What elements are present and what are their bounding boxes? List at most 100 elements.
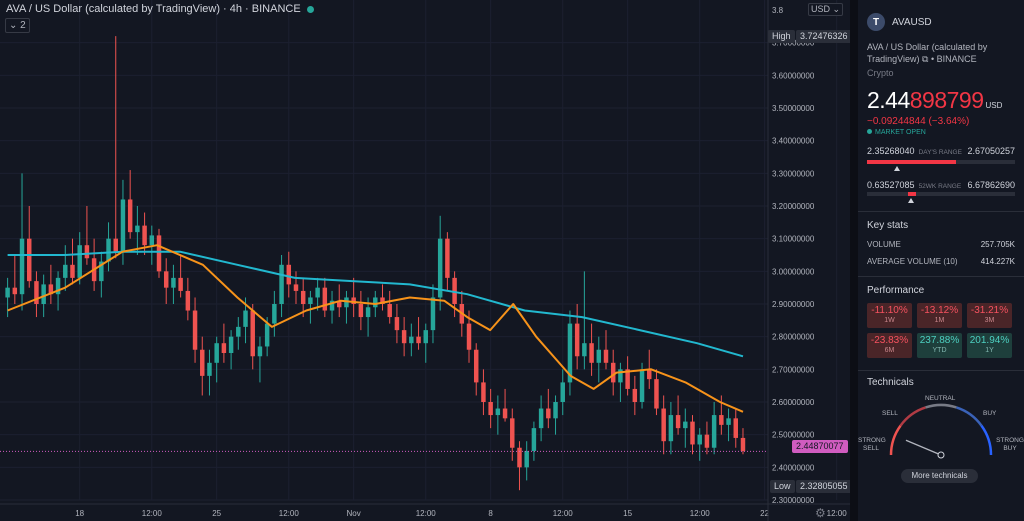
gauge-neutral-label: NEUTRAL <box>925 395 956 402</box>
candle-body <box>48 284 54 295</box>
gauge-sell-label: SELL <box>882 410 898 417</box>
candle-body <box>113 238 118 252</box>
price-tail: 898799 <box>909 87 984 113</box>
candle-body <box>41 284 46 304</box>
ma-slow-line <box>7 250 744 358</box>
candle-body <box>308 297 313 304</box>
y-tick-label: 2.90000000 <box>772 300 815 309</box>
candle-body <box>34 281 39 304</box>
performance-cell-6m: -23.83% 6M <box>867 333 912 358</box>
x-tick-label: Nov <box>347 509 361 518</box>
candle-body <box>524 451 529 468</box>
candle-body <box>142 225 147 246</box>
candle-body <box>214 343 219 363</box>
symbol-description-text[interactable]: AVA / US Dollar (calculated by TradingVi… <box>867 42 988 64</box>
candle-body <box>315 287 320 298</box>
candle-body <box>106 238 111 262</box>
candle-body <box>293 284 299 291</box>
low-value: 2.32805055 <box>800 481 848 491</box>
performance-cell-1m: -13.12% 1M <box>917 303 962 328</box>
candle-body <box>675 415 681 429</box>
x-tick-label: 12:00 <box>553 509 574 518</box>
performance-cell-1w: -11.10% 1W <box>867 303 912 328</box>
more-technicals-button[interactable]: More technicals <box>901 469 978 483</box>
x-tick-label: 8 <box>488 509 493 518</box>
day-range-bar <box>867 160 1015 164</box>
y-tick-label: 3.00000000 <box>772 267 815 276</box>
candle-body <box>401 330 407 344</box>
performance-value: -23.83% <box>870 335 909 346</box>
currency-label: USD <box>811 4 831 14</box>
gauge-pivot <box>937 451 945 459</box>
x-tick-label: 18 <box>75 509 84 518</box>
x-tick-label: 12:00 <box>142 509 163 518</box>
technicals-gauge[interactable] <box>858 393 1024 473</box>
candle-body <box>178 277 183 291</box>
candle-body <box>495 408 501 416</box>
candle-body <box>683 421 688 429</box>
high-value: 3.72476326 <box>800 31 848 41</box>
candle-body <box>185 290 191 311</box>
candle-body <box>510 418 515 448</box>
gauge-strong-buy-label: STRONG BUY <box>996 437 1024 452</box>
candle-body <box>279 264 284 304</box>
candle-body <box>365 307 371 318</box>
candle-body <box>228 336 234 353</box>
candle-body <box>264 323 270 347</box>
candle-body <box>221 343 227 353</box>
y-tick-label: 3.20000000 <box>772 202 815 211</box>
candle-body <box>380 297 385 304</box>
candle-body <box>171 277 176 288</box>
market-status-dot-icon <box>867 129 872 134</box>
x-tick-label: 12:00 <box>416 509 437 518</box>
price-chart[interactable]: 3.70000000 3.60000000 3.50000000 3.40000000… <box>0 0 850 521</box>
performance-period: 6M <box>884 347 895 354</box>
performance-value: -31.21% <box>970 305 1009 316</box>
candle-body <box>430 297 436 331</box>
candle-body <box>473 349 479 383</box>
gauge-buy-arc <box>956 406 983 427</box>
performance-value: -13.12% <box>920 305 959 316</box>
candle-body <box>250 310 255 357</box>
price-main: 2.44 <box>867 87 910 113</box>
candle-body <box>416 336 421 344</box>
candle-body <box>610 362 616 383</box>
candle-body <box>697 434 702 445</box>
candle-body <box>452 277 457 304</box>
high-label-badge: High <box>768 30 795 43</box>
candle-body <box>560 382 565 402</box>
x-tick-label: 25 <box>212 509 221 518</box>
chart-pane[interactable]: 3.70000000 3.60000000 3.50000000 3.40000000… <box>0 0 852 521</box>
candle-body <box>55 277 61 295</box>
currency-button[interactable]: USD ⌄ <box>808 3 844 16</box>
indicators-toggle[interactable]: ⌄ 2 <box>5 18 30 33</box>
y-tick-label: 3.70000000 <box>772 39 815 48</box>
symbol-logo-icon: T <box>867 13 885 31</box>
day-high: 2.67050257 <box>967 146 1015 156</box>
day-range-label: DAY'S RANGE <box>918 149 962 156</box>
candle-body <box>466 323 472 350</box>
symbol-name[interactable]: AVAUSD <box>892 16 932 28</box>
candle-body <box>394 317 400 331</box>
candle-body <box>236 326 241 337</box>
high-value-badge: 3.72476326 <box>796 30 852 43</box>
panel-divider[interactable] <box>850 0 858 521</box>
candle-body <box>192 310 198 350</box>
candle-body <box>589 343 594 363</box>
y-tick-label: 3.30000000 <box>772 169 815 178</box>
candle-body <box>149 235 155 246</box>
candle-body <box>5 287 10 298</box>
high-label: High <box>772 31 791 41</box>
candle-body <box>603 349 609 363</box>
candle-body <box>632 388 638 402</box>
y-tick-label: 2.80000000 <box>772 333 815 342</box>
candle-body <box>654 379 659 409</box>
chart-settings-gear-icon[interactable]: ⚙ <box>815 506 826 520</box>
candle-body <box>488 402 493 416</box>
logo-letter: T <box>872 16 880 28</box>
candle-body <box>329 300 335 311</box>
candle-body <box>243 310 248 327</box>
performance-period: 1W <box>884 317 895 324</box>
volume-row: VOLUME 257.705K <box>867 240 1015 249</box>
candle-body <box>337 300 342 308</box>
